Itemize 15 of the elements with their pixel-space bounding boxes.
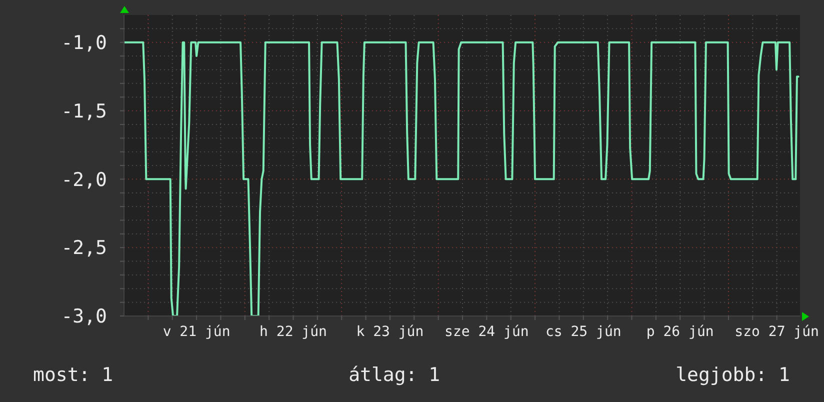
text: legjobb: 1 [676,364,790,386]
x-tick-label: cs 25 jún [545,324,622,340]
x-tick-label: h 22 jún [260,324,327,340]
text: most: 1 [33,364,114,386]
x-tick-label: p 26 jún [646,324,714,340]
x-tick-label: sze 24 jún [444,324,529,340]
y-tick-label: -2,0 [61,168,107,191]
text: átlag: 1 [348,364,440,386]
y-tick-label: -2,5 [61,237,107,260]
y-tick-label: -1,5 [61,100,107,122]
y-tick-label: -3,0 [61,306,107,328]
x-tick-label: szo 27 jún [734,324,819,340]
y-tick-label: -1,0 [61,32,107,54]
x-tick-label: k 23 jún [356,324,424,340]
x-tick-label: v 21 jún [162,324,230,340]
